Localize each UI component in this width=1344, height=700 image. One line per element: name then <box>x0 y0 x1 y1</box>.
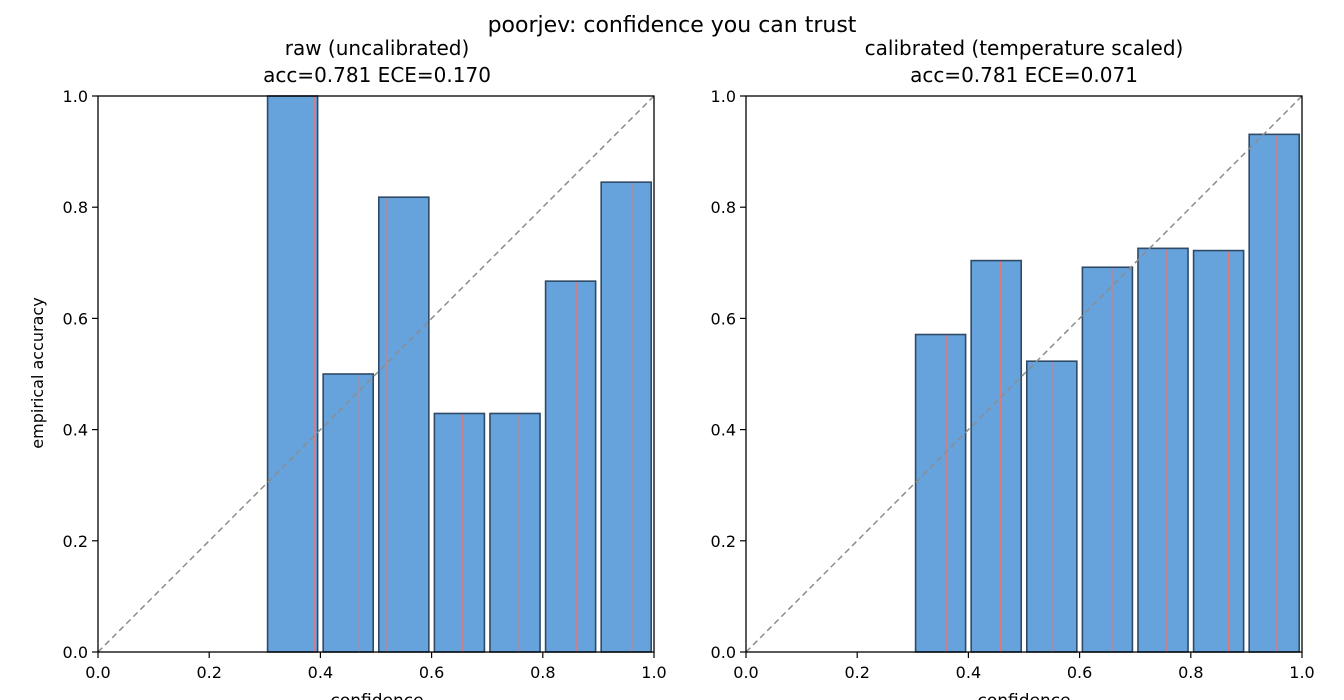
raw-x-tick-label: 0.2 <box>196 663 221 682</box>
calibrated-perfect-calibration-diagonal <box>745 95 1303 653</box>
calibrated-x-tick-label: 1.0 <box>1289 663 1314 682</box>
calibrated-bar-bin-10 <box>1248 133 1301 653</box>
calibrated-y-tick-label: 0.8 <box>711 198 736 217</box>
calibrated-bar-bin-5 <box>970 259 1023 653</box>
calibrated-x-tick-label: 0.0 <box>733 663 758 682</box>
raw-x-tick-label: 0.0 <box>85 663 110 682</box>
calibrated-axes-frame <box>745 95 1303 653</box>
raw-bar-bin-4 <box>266 95 319 653</box>
raw-x-tick-label: 1.0 <box>641 663 666 682</box>
raw-axes-frame <box>97 95 655 653</box>
calibrated-bar-bin-8 <box>1137 247 1189 653</box>
raw-y-tick-label: 0.2 <box>63 532 88 551</box>
calibrated-calibration-panel: calibrated (temperature scaled) acc=0.78… <box>711 36 1315 700</box>
calibrated-bar-bin-4 <box>914 333 967 653</box>
raw-bar-bin-6 <box>377 196 430 653</box>
raw-x-tick-label: 0.4 <box>308 663 333 682</box>
raw-bar-bin-10 <box>600 181 653 653</box>
raw-x-tick-label: 0.6 <box>419 663 444 682</box>
raw-y-tick-label: 0.6 <box>63 309 88 328</box>
raw-bar-bin-9 <box>544 280 597 653</box>
raw-calibration-panel: raw (uncalibrated) acc=0.781 ECE=0.170 c… <box>28 36 667 700</box>
calibrated-bar-bin-7 <box>1081 266 1134 653</box>
calibrated-panel-metrics: acc=0.781 ECE=0.071 <box>910 63 1138 87</box>
calibrated-x-tick-label: 0.8 <box>1178 663 1203 682</box>
raw-bar-bin-7 <box>433 412 486 653</box>
raw-x-tick-label: 0.8 <box>530 663 555 682</box>
raw-y-tick-label: 0.0 <box>63 643 88 662</box>
calibrated-y-tick-label: 1.0 <box>711 87 736 106</box>
raw-perfect-calibration-diagonal <box>97 95 655 653</box>
figure-suptitle: poorjev: confidence you can trust <box>488 13 857 38</box>
raw-y-axis-label: empirical accuracy <box>28 297 47 448</box>
calibrated-x-tick-label: 0.2 <box>844 663 869 682</box>
calibrated-y-tick-label: 0.2 <box>711 532 736 551</box>
calibrated-x-tick-label: 0.6 <box>1067 663 1092 682</box>
raw-y-tick-label: 0.4 <box>63 421 88 440</box>
calibrated-y-tick-label: 0.6 <box>711 309 736 328</box>
raw-panel-metrics: acc=0.781 ECE=0.170 <box>263 63 491 87</box>
raw-y-tick-label: 1.0 <box>63 87 88 106</box>
raw-y-tick-label: 0.8 <box>63 198 88 217</box>
raw-x-axis-label: confidence <box>330 691 423 700</box>
calibrated-x-tick-label: 0.4 <box>956 663 981 682</box>
raw-panel-title: raw (uncalibrated) <box>285 36 470 60</box>
calibrated-bar-bin-9 <box>1192 249 1245 653</box>
calibrated-panel-title: calibrated (temperature scaled) <box>865 36 1184 60</box>
calibrated-y-tick-label: 0.0 <box>711 643 736 662</box>
calibrated-x-axis-label: confidence <box>977 691 1070 700</box>
calibrated-y-tick-label: 0.4 <box>711 421 736 440</box>
raw-bar-bin-8 <box>489 412 541 653</box>
raw-bar-bin-5 <box>322 373 375 653</box>
